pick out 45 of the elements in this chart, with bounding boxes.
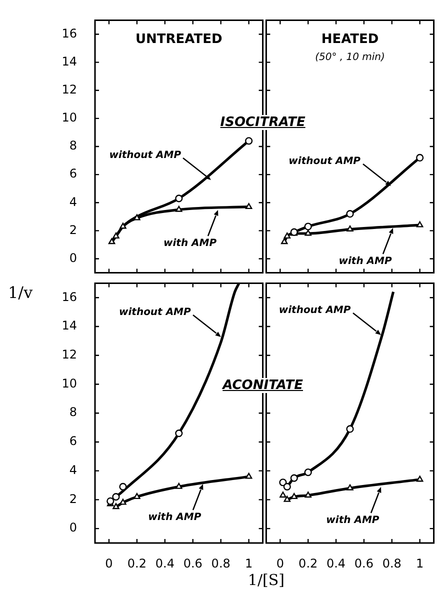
y-tick-label: 0 xyxy=(69,520,77,535)
y-tick-label: 2 xyxy=(69,492,77,506)
annotation: with AMP xyxy=(326,515,380,526)
y-tick-label: 6 xyxy=(69,434,77,448)
x-tick-label: 0.8 xyxy=(211,556,230,570)
y-tick-label: 12 xyxy=(62,347,77,362)
y-tick-label: 10 xyxy=(62,376,77,390)
y-tick-label: 14 xyxy=(62,318,77,333)
x-tick-label: 1 xyxy=(244,556,253,570)
x-tick-label: 0.6 xyxy=(354,556,374,570)
x-tick-label: 0.6 xyxy=(183,556,202,570)
x-tick-label: 0.4 xyxy=(155,556,174,570)
y-tick-label: 4 xyxy=(69,462,77,477)
y-tick-label: 14 xyxy=(62,54,77,68)
y-tick-label: 16 xyxy=(62,26,77,40)
y-tick-label: 10 xyxy=(62,110,77,125)
y-tick-label: 2 xyxy=(69,222,77,237)
annotation: without AMP xyxy=(119,306,191,318)
x-tick-label: 0 xyxy=(276,556,284,570)
text: HEATED xyxy=(321,32,379,48)
x-axis-title: 1/[S] xyxy=(248,571,284,589)
annotation: without AMP xyxy=(278,305,351,316)
y-tick-label: 8 xyxy=(69,405,77,420)
x-tick-label: 0.2 xyxy=(127,556,146,570)
x-tick-label: 0.4 xyxy=(326,556,346,570)
y-tick-label: 12 xyxy=(62,82,77,96)
annotation: with AMP xyxy=(148,512,202,524)
annotation: without AMP xyxy=(109,150,182,162)
y-tick-label: 0 xyxy=(69,250,77,265)
x-tick-label: 0.8 xyxy=(382,556,402,570)
annotation: ACONITATE xyxy=(220,378,305,394)
annotation: without AMP xyxy=(288,156,360,167)
x-tick-label: 0.2 xyxy=(298,556,318,570)
text: (50° , 10 min) xyxy=(315,52,385,64)
y-tick-label: 8 xyxy=(69,138,77,153)
x-tick-label: 0 xyxy=(105,556,113,570)
y-tick-label: 4 xyxy=(69,194,77,209)
y-tick-label: 6 xyxy=(69,166,77,181)
annotation: with AMP xyxy=(338,256,392,268)
y-axis-title: 1/v xyxy=(8,282,33,302)
annotation: with AMP xyxy=(164,238,217,250)
y-tick-label: 16 xyxy=(62,290,77,304)
x-tick-label: 1 xyxy=(416,556,424,570)
annotation: ISOCITRATE xyxy=(218,115,308,130)
text: UNTREATED xyxy=(135,32,222,48)
